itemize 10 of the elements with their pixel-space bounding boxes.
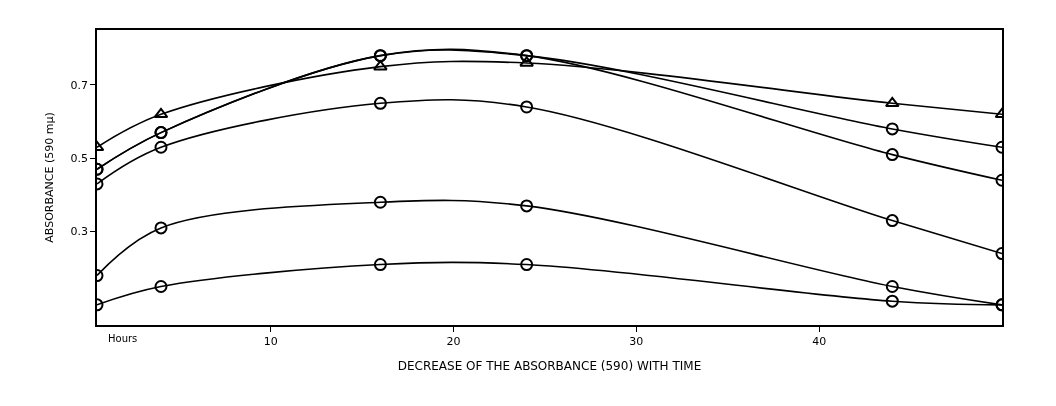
- y-axis-title: ABSORBANCE (590 mμ): [42, 112, 56, 243]
- x-tick-label: 30: [629, 334, 644, 348]
- y-tick-label: 0.7: [70, 78, 89, 92]
- x-tick-label: 10: [263, 334, 278, 348]
- x-tick-label: 20: [446, 334, 461, 348]
- x-axis-title: DECREASE OF THE ABSORBANCE (590) WITH TIME: [397, 359, 702, 374]
- y-tick-label: 0.5: [70, 152, 89, 166]
- y-tick-label: 0.3: [70, 225, 89, 239]
- text: Hours: [108, 333, 138, 344]
- x-tick-label: 40: [812, 334, 827, 348]
